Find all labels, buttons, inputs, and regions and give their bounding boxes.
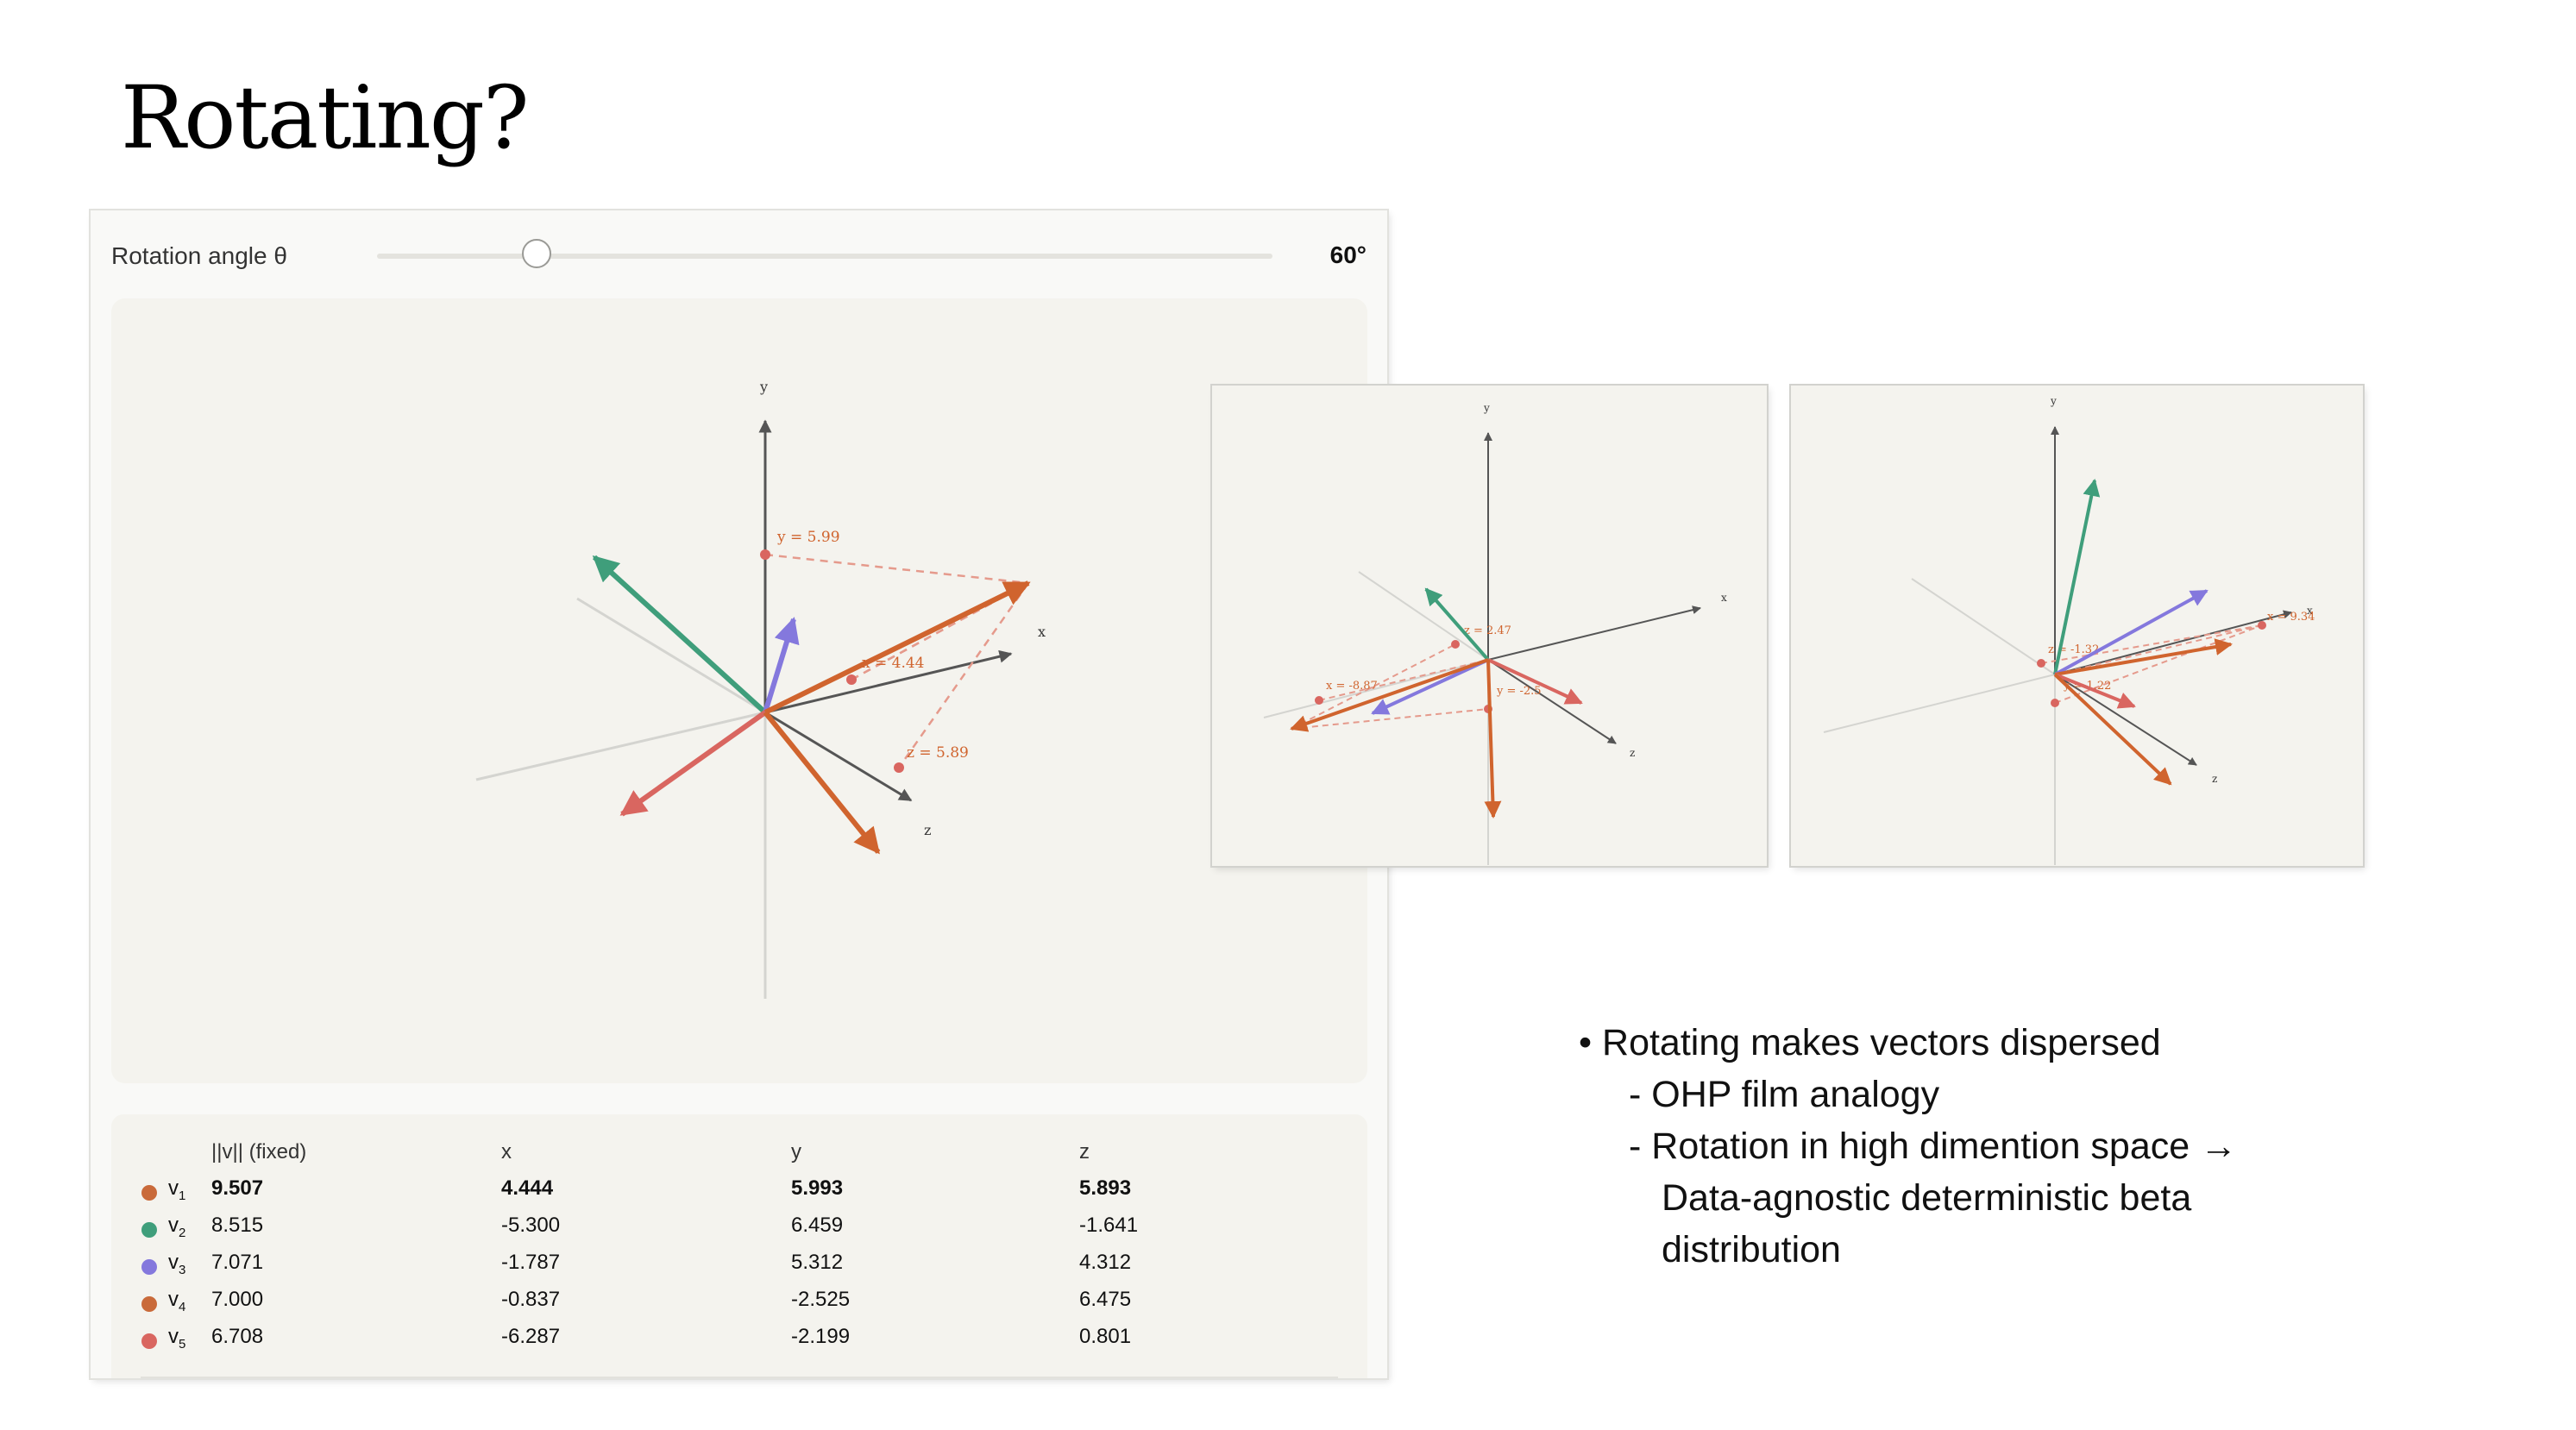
table-divider (141, 1377, 1338, 1378)
table-row-v4: v4 7.000 -0.837 -2.525 6.475 (111, 1281, 1367, 1317)
v4-norm: 7.000 (211, 1288, 264, 1311)
bullet-main: • Rotating makes vectors dispersed (1579, 1022, 2161, 1063)
v5-x: -6.287 (501, 1325, 561, 1348)
v1-projection-point-z (894, 762, 904, 773)
v1-color-dot (141, 1185, 157, 1201)
table-row-v2: v2 8.515 -5.300 6.459 -1.641 (111, 1207, 1367, 1243)
v1-name: v1 (168, 1176, 186, 1203)
v4-color-dot (141, 1296, 157, 1312)
snapshot-a-label-x: x = -8.87 (1326, 680, 1378, 693)
snapshot-a-axis-z: z (1630, 747, 1635, 759)
bullet-sub-2-cont: Data-agnostic deterministic beta (1662, 1177, 2192, 1219)
axis-label-x: x (1038, 624, 1046, 640)
3d-plot-area: y x z y = 5.99 x = 4.44 z = 5.89 (111, 298, 1367, 1083)
v2-name: v2 (168, 1214, 186, 1240)
dash-icon: - (1629, 1074, 1652, 1115)
axis-label-y: y (759, 379, 768, 395)
ghost-axis-z (576, 597, 766, 714)
axis-z (764, 711, 913, 802)
bullet-sub-1: - OHP film analogy (1629, 1074, 1940, 1115)
v3-z: 4.312 (1079, 1251, 1132, 1274)
v5-color-dot (141, 1333, 157, 1349)
v3-y: 5.312 (791, 1251, 844, 1274)
v1-z: 5.893 (1079, 1176, 1132, 1200)
v5-z: 0.801 (1079, 1325, 1132, 1348)
rotation-angle-label: Rotation angle θ (111, 242, 287, 269)
v3-x: -1.787 (501, 1251, 561, 1274)
v2-z: -1.641 (1079, 1214, 1139, 1237)
vector-v5 (619, 710, 767, 817)
snapshot-a-label-z: z = 2.47 (1464, 624, 1511, 637)
bullet-sub-2-cont-2: distribution (1662, 1229, 1841, 1270)
snapshot-b-axis-x: x (2307, 605, 2313, 617)
v5-norm: 6.708 (211, 1325, 264, 1348)
v3-norm: 7.071 (211, 1251, 264, 1274)
v1-norm: 9.507 (211, 1176, 264, 1200)
snapshot-a-plot: y x z z = 2.47 x = -8.87 y = -2.5 (1263, 402, 1727, 865)
slide-title: Rotating? (121, 67, 530, 168)
table-header-row: ||v|| (fixed) x y z (111, 1133, 1367, 1170)
snapshot-b-axis-z: z (2212, 773, 2217, 785)
v3-name: v3 (168, 1251, 186, 1277)
axis-x (764, 649, 1013, 714)
bullet-sub-2: - Rotation in high dimention space → (1629, 1126, 2238, 1167)
vector-v1 (763, 580, 1031, 715)
table-row-v1: v1 9.507 4.444 5.993 5.893 (111, 1170, 1367, 1206)
rotation-slider-track[interactable] (377, 254, 1272, 259)
ghost-axis-x (475, 711, 766, 781)
rotation-angle-value: 60° (1329, 241, 1367, 268)
v1-y: 5.993 (791, 1176, 844, 1200)
v1-projection-label-z: z = 5.89 (907, 744, 969, 762)
snapshot-b-axis-y: y (2050, 395, 2057, 407)
v5-name: v5 (168, 1325, 186, 1352)
header-y: y (791, 1140, 801, 1163)
v2-norm: 8.515 (211, 1214, 264, 1237)
axis-label-z: z (924, 822, 931, 838)
dash-icon: - (1629, 1126, 1652, 1167)
v4-x: -0.837 (501, 1288, 561, 1311)
bullet-dot-icon: • (1579, 1022, 1603, 1063)
rotation-demo-panel: Rotation angle θ 60° y x z (91, 210, 1387, 1378)
v5-y: -2.199 (791, 1325, 851, 1348)
snapshot-a-label-y: y = -2.5 (1496, 685, 1542, 698)
v4-name: v4 (168, 1288, 186, 1314)
v1-projection-point-y (760, 549, 770, 560)
v1-projection-label-x: x = 4.44 (862, 655, 925, 672)
header-z: z (1079, 1140, 1090, 1163)
v1-x: 4.444 (501, 1176, 554, 1200)
snapshot-a-axis-y: y (1483, 402, 1490, 414)
table-row-v3: v3 7.071 -1.787 5.312 4.312 (111, 1244, 1367, 1280)
header-x: x (501, 1140, 512, 1163)
snapshot-rotation-b: y x z x = 9.34 z = -1.32 y = 1.22 (1791, 386, 2363, 866)
header-norm: ||v|| (fixed) (211, 1140, 307, 1163)
v1-projection-point-x (846, 674, 857, 685)
v1-projection-label-y: y = 5.99 (776, 529, 840, 546)
snapshot-b-label-x: x = 9.34 (2267, 611, 2315, 624)
v2-color-dot (141, 1222, 157, 1238)
vector-v3 (763, 617, 800, 713)
snapshot-rotation-a: y x z z = 2.47 x = -8.87 y = -2.5 (1212, 386, 1767, 866)
v2-y: 6.459 (791, 1214, 844, 1237)
snapshot-b-plot: y x z x = 9.34 z = -1.32 y = 1.22 (1823, 395, 2315, 865)
vector-v4 (763, 711, 881, 855)
v2-x: -5.300 (501, 1214, 561, 1237)
rotation-slider-thumb[interactable] (522, 239, 551, 268)
vector-v2 (592, 555, 768, 715)
vector-table: ||v|| (fixed) x y z v1 9.507 4.444 5.993… (111, 1114, 1367, 1378)
v4-z: 6.475 (1079, 1288, 1132, 1311)
3d-vector-plot: y x z y = 5.99 x = 4.44 z = 5.89 (475, 379, 1046, 999)
rotation-slider-row: Rotation angle θ 60° (91, 210, 1387, 297)
snapshot-a-axis-x: x (1721, 592, 1727, 604)
table-row-v5: v5 6.708 -6.287 -2.199 0.801 (111, 1318, 1367, 1354)
v4-y: -2.525 (791, 1288, 851, 1311)
v3-color-dot (141, 1259, 157, 1275)
